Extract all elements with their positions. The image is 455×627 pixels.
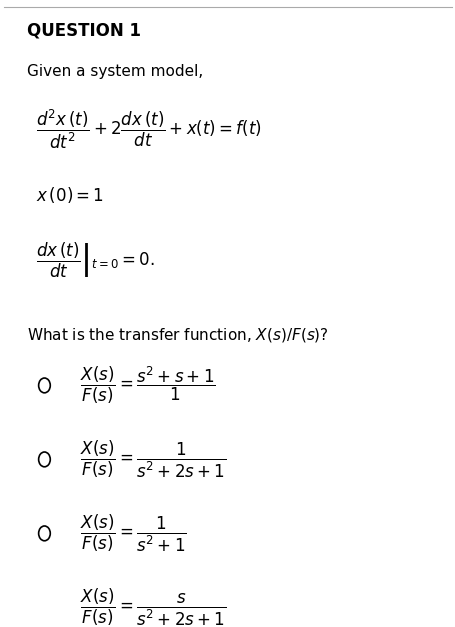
- Text: $\dfrac{X(s)}{F(s)} = \dfrac{1}{s^2 + 1}$: $\dfrac{X(s)}{F(s)} = \dfrac{1}{s^2 + 1}…: [80, 513, 187, 554]
- Text: $\dfrac{d^2x\,(t)}{dt^2} + 2\dfrac{dx\,(t)}{dt} + x(t) = f(t)$: $\dfrac{d^2x\,(t)}{dt^2} + 2\dfrac{dx\,(…: [35, 108, 261, 151]
- Text: $\dfrac{X(s)}{F(s)} = \dfrac{s}{s^2 + 2s + 1}$: $\dfrac{X(s)}{F(s)} = \dfrac{s}{s^2 + 2s…: [80, 587, 226, 627]
- Text: Given a system model,: Given a system model,: [26, 64, 202, 79]
- Text: What is the transfer function, $X(s)/F(s)$?: What is the transfer function, $X(s)/F(s…: [26, 325, 328, 344]
- Text: QUESTION 1: QUESTION 1: [26, 21, 140, 40]
- Text: $x\,(0) = 1$: $x\,(0) = 1$: [35, 185, 103, 205]
- Text: $\left.\dfrac{dx\,(t)}{dt}\right|_{t=0} = 0.$: $\left.\dfrac{dx\,(t)}{dt}\right|_{t=0} …: [35, 241, 154, 280]
- Text: $\dfrac{X(s)}{F(s)} = \dfrac{1}{s^2 + 2s + 1}$: $\dfrac{X(s)}{F(s)} = \dfrac{1}{s^2 + 2s…: [80, 439, 226, 480]
- Text: $\dfrac{X(s)}{F(s)} = \dfrac{s^2 + s + 1}{1}$: $\dfrac{X(s)}{F(s)} = \dfrac{s^2 + s + 1…: [80, 365, 216, 406]
